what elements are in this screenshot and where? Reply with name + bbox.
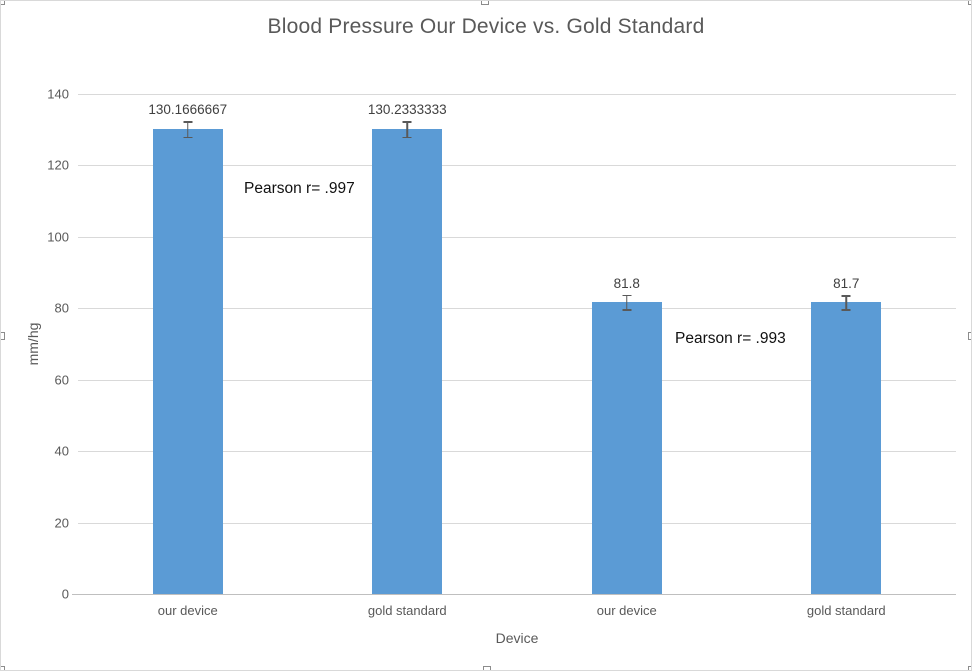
y-axis-title[interactable]: mm/hg <box>25 322 41 366</box>
annotation-pearson-systolic[interactable]: Pearson r= .997 <box>244 180 355 197</box>
gridline <box>78 165 956 167</box>
x-axis-category-label: our device <box>157 603 218 618</box>
selection-handle-top-right[interactable] <box>968 1 971 5</box>
data-label[interactable]: 81.7 <box>833 276 860 292</box>
gridline <box>78 379 956 381</box>
error-bar-cap-top <box>841 295 851 297</box>
selection-handle-bottom-left[interactable] <box>1 666 5 670</box>
gridline <box>78 451 956 453</box>
y-axis-tick-label: 20 <box>54 515 69 531</box>
y-axis-tick-label: 140 <box>47 86 69 102</box>
selection-handle-top[interactable] <box>481 1 489 5</box>
x-axis-title[interactable]: Device <box>495 630 539 646</box>
y-axis-tick-label: 120 <box>47 157 69 173</box>
data-label[interactable]: 130.1666667 <box>148 102 228 118</box>
x-axis-category-label: gold standard <box>367 603 447 618</box>
error-bar-cap-bottom <box>183 136 193 139</box>
y-axis-tick-label: 0 <box>61 586 69 602</box>
gridline <box>78 308 956 310</box>
x-axis-category-label: our device <box>596 603 657 618</box>
annotation-pearson-diastolic[interactable]: Pearson r= .993 <box>675 330 786 347</box>
error-bar <box>626 294 628 309</box>
selection-handle-left[interactable] <box>1 332 5 340</box>
gridline <box>78 94 956 95</box>
y-axis-tick-label: 40 <box>54 443 69 459</box>
gridline <box>78 236 956 238</box>
error-bar-cap-bottom <box>402 136 412 139</box>
data-label[interactable]: 81.8 <box>613 275 640 291</box>
error-bar-cap-bottom <box>841 309 851 311</box>
x-axis-line <box>72 594 956 595</box>
bar-1-our-device[interactable] <box>152 129 223 594</box>
selection-handle-top-left[interactable] <box>1 1 5 5</box>
error-bar <box>187 121 189 137</box>
selection-handle-bottom[interactable] <box>483 666 491 670</box>
error-bar-cap-top <box>622 294 632 297</box>
bar-3-our-device[interactable] <box>591 301 662 594</box>
error-bar-cap-bottom <box>622 309 632 311</box>
selection-handle-bottom-right[interactable] <box>968 666 971 670</box>
y-axis-tick-label: 100 <box>47 229 69 245</box>
bar-4-gold-standard[interactable] <box>811 302 882 594</box>
y-axis-tick-label: 60 <box>54 372 69 388</box>
bar-2-gold-standard[interactable] <box>372 128 443 594</box>
error-bar <box>406 121 408 137</box>
error-bar <box>845 295 847 310</box>
data-label[interactable]: 130.2333333 <box>367 102 447 118</box>
chart-title[interactable]: Blood Pressure Our Device vs. Gold Stand… <box>267 15 705 38</box>
error-bar-cap-top <box>402 121 412 123</box>
gridline <box>78 522 956 524</box>
error-bar-cap-top <box>183 121 193 123</box>
y-axis-tick-label: 80 <box>54 300 69 316</box>
x-axis-category-label: gold standard <box>806 603 886 618</box>
selection-handle-right[interactable] <box>968 332 971 340</box>
